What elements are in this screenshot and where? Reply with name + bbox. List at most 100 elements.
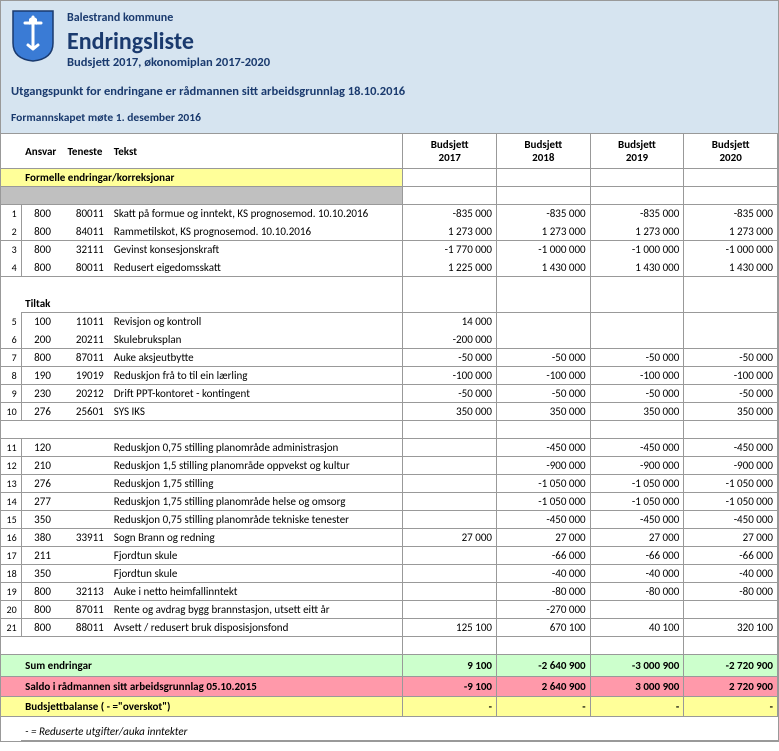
cell-value: 670 100 bbox=[496, 618, 590, 636]
cell-value: -900 000 bbox=[496, 456, 590, 474]
cell-teneste: 11011 bbox=[63, 312, 109, 330]
cell-value: 350 000 bbox=[403, 402, 497, 420]
cell-ansvar: 276 bbox=[21, 402, 63, 420]
col-year-2019: Budsjett2019 bbox=[590, 134, 684, 168]
row-num: 1 bbox=[1, 204, 21, 222]
cell-value: -835 000 bbox=[684, 204, 778, 222]
spacer-row bbox=[1, 420, 778, 438]
cell-teneste bbox=[63, 546, 109, 564]
cell-value: 14 000 bbox=[403, 312, 497, 330]
cell-value bbox=[403, 438, 497, 456]
cell-value: 1 273 000 bbox=[496, 222, 590, 240]
cell-teneste: 20211 bbox=[63, 330, 109, 348]
cell-value: -100 000 bbox=[590, 366, 684, 384]
cell-value: 1 273 000 bbox=[684, 222, 778, 240]
cell-value: -100 000 bbox=[684, 366, 778, 384]
cell-ansvar: 190 bbox=[21, 366, 63, 384]
cell-teneste: 80011 bbox=[63, 204, 109, 222]
spacer-row bbox=[1, 636, 778, 654]
cell-value: -835 000 bbox=[590, 204, 684, 222]
row-num: 10 bbox=[1, 402, 21, 420]
col-ansvar: Ansvar bbox=[21, 134, 63, 168]
cell-value: -1 050 000 bbox=[496, 492, 590, 510]
cell-value bbox=[403, 474, 497, 492]
cell-tekst: Reduskjon 1,5 stilling planområde oppvek… bbox=[110, 456, 403, 474]
cell-ansvar: 120 bbox=[21, 438, 63, 456]
cell-teneste: 19019 bbox=[63, 366, 109, 384]
cell-value: -450 000 bbox=[684, 510, 778, 528]
cell-value: -50 000 bbox=[590, 384, 684, 402]
cell-ansvar: 380 bbox=[21, 528, 63, 546]
cell-tekst: Fjordtun skule bbox=[110, 564, 403, 582]
cell-value: 350 000 bbox=[496, 402, 590, 420]
cell-ansvar: 100 bbox=[21, 312, 63, 330]
cell-ansvar: 277 bbox=[21, 492, 63, 510]
row-num: 5 bbox=[1, 312, 21, 330]
table-row: 11120 Reduskjon 0,75 stilling planområde … bbox=[1, 438, 778, 456]
cell-value bbox=[403, 600, 497, 618]
cell-value bbox=[590, 600, 684, 618]
cell-value: -900 000 bbox=[684, 456, 778, 474]
cell-tekst: SYS IKS bbox=[110, 402, 403, 420]
table-row: 15350Reduskjon 0,75 stilling planområde … bbox=[1, 510, 778, 528]
cell-value: -80 000 bbox=[496, 582, 590, 600]
cell-tekst: Skulebruksplan bbox=[110, 330, 403, 348]
row-balanse: Budsjettbalanse ( - ="overskot") - - - - bbox=[1, 696, 778, 716]
page-title: Endringsliste bbox=[67, 29, 768, 55]
cell-value: -835 000 bbox=[403, 204, 497, 222]
cell-value: -50 000 bbox=[684, 348, 778, 366]
table-row: 3 800 32111 Gevinst konsesjonskraft -1 7… bbox=[1, 240, 778, 258]
row-num: 8 bbox=[1, 366, 21, 384]
section-tiltak: Tiltak bbox=[1, 294, 778, 312]
cell-ansvar: 276 bbox=[21, 474, 63, 492]
document-header: Balestrand kommune Endringsliste Budsjet… bbox=[1, 1, 778, 134]
header-note-basis: Utgangspunkt for endringane er rådmannen… bbox=[11, 84, 768, 99]
cell-value bbox=[403, 582, 497, 600]
cell-value: 350 000 bbox=[590, 402, 684, 420]
table-row: 2080087011Rente og avdrag bygg brannstas… bbox=[1, 600, 778, 618]
cell-value: -1 000 000 bbox=[590, 240, 684, 258]
cell-teneste bbox=[63, 438, 109, 456]
row-num: 6 bbox=[1, 330, 21, 348]
row-num: 3 bbox=[1, 240, 21, 258]
sum-value: -2 720 900 bbox=[684, 654, 778, 676]
header-note-meeting: Formannskapet møte 1. desember 2016 bbox=[11, 111, 768, 125]
cell-value: -1 770 000 bbox=[403, 240, 497, 258]
table-row: 923020212Drift PPT-kontoret - kontingent… bbox=[1, 384, 778, 402]
cell-ansvar: 211 bbox=[21, 546, 63, 564]
cell-value bbox=[684, 312, 778, 330]
cell-ansvar: 800 bbox=[21, 204, 63, 222]
cell-teneste: 32111 bbox=[63, 240, 109, 258]
col-year-2017: Budsjett2017 bbox=[403, 134, 497, 168]
cell-tekst: Reduskjon 0,75 stilling planområde admin… bbox=[110, 438, 403, 456]
cell-value bbox=[590, 312, 684, 330]
table-row: 2 800 84011 Rammetilskot, KS prognosemod… bbox=[1, 222, 778, 240]
cell-teneste: 20212 bbox=[63, 384, 109, 402]
cell-value: -450 000 bbox=[684, 438, 778, 456]
cell-value: -900 000 bbox=[590, 456, 684, 474]
cell-tekst: Rente og avdrag bygg brannstasjon, utset… bbox=[110, 600, 403, 618]
col-tekst: Tekst bbox=[110, 134, 403, 168]
cell-teneste bbox=[63, 492, 109, 510]
cell-value: -100 000 bbox=[403, 366, 497, 384]
cell-teneste bbox=[63, 474, 109, 492]
row-num: 15 bbox=[1, 510, 21, 528]
saldo-value: 3 000 900 bbox=[590, 676, 684, 696]
cell-value: -80 000 bbox=[684, 582, 778, 600]
table-row: 2180088011Avsett / redusert bruk disposi… bbox=[1, 618, 778, 636]
row-num: 16 bbox=[1, 528, 21, 546]
table-row: 1980032113Auke i netto heimfallinntekt-8… bbox=[1, 582, 778, 600]
row-num: 21 bbox=[1, 618, 21, 636]
saldo-value: -9 100 bbox=[403, 676, 497, 696]
cell-value: -50 000 bbox=[403, 384, 497, 402]
row-num: 11 bbox=[1, 438, 21, 456]
cell-value: -40 000 bbox=[590, 564, 684, 582]
spacer-grey bbox=[1, 186, 778, 204]
table-header-row: Ansvar Teneste Tekst Budsjett2017 Budsje… bbox=[1, 134, 778, 168]
cell-ansvar: 800 bbox=[21, 600, 63, 618]
saldo-value: 2 720 900 bbox=[684, 676, 778, 696]
cell-teneste: 87011 bbox=[63, 600, 109, 618]
cell-tekst: Reduskjon 1,75 stilling planområde helse… bbox=[110, 492, 403, 510]
cell-value bbox=[403, 492, 497, 510]
cell-value: -200 000 bbox=[403, 330, 497, 348]
